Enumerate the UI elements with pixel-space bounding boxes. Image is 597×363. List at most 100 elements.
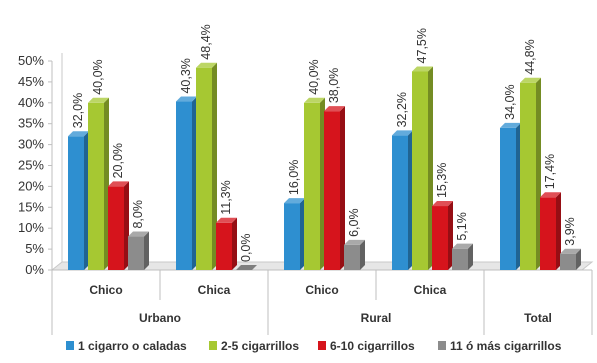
bar: [128, 231, 149, 270]
data-label: 38,0%: [327, 68, 341, 103]
bar-top: [540, 192, 561, 198]
legend-item: 2-5 cigarrillos: [209, 339, 299, 353]
bar-top: [432, 201, 453, 207]
data-label: 40,0%: [307, 59, 321, 94]
legend-item: 6-10 cigarrillos: [318, 339, 415, 353]
bar-top: [412, 66, 433, 72]
data-label: 5,1%: [455, 212, 469, 241]
bar: [196, 62, 217, 270]
bar-front: [432, 206, 448, 270]
bar-top: [88, 97, 109, 103]
y-tick-label: 0%: [25, 262, 44, 277]
bar-side: [468, 243, 473, 270]
bar-front: [520, 82, 536, 271]
data-label: 8,0%: [131, 200, 145, 229]
bar-top: [236, 265, 257, 270]
bar-side: [144, 231, 149, 270]
group-label: Urbano: [139, 311, 181, 325]
bar-top: [344, 239, 365, 245]
bar-front: [216, 222, 232, 270]
bar-side: [192, 96, 197, 271]
bar-side: [300, 198, 305, 270]
legend-item: 11 ó más cigarrillos: [438, 339, 562, 353]
bar-top: [128, 231, 149, 237]
bar: [392, 130, 413, 270]
bar-top: [304, 97, 325, 103]
bar: [540, 192, 561, 270]
y-tick-label: 50%: [18, 53, 44, 68]
y-tick-label: 30%: [18, 137, 44, 152]
data-label: 40,3%: [179, 58, 193, 93]
legend-swatch: [66, 341, 74, 350]
data-label: 32,0%: [71, 93, 85, 128]
legend-item: 1 cigarro o caladas: [66, 339, 187, 353]
y-tick-label: 5%: [25, 241, 44, 256]
bar-top: [68, 131, 89, 137]
bar-side: [124, 181, 129, 270]
legend-swatch: [438, 341, 446, 350]
bar: [412, 66, 433, 270]
bar: [284, 198, 305, 270]
bar-front: [68, 136, 84, 270]
bar-side: [232, 217, 237, 270]
y-tick-label: 25%: [18, 158, 44, 173]
bar-side: [576, 248, 581, 270]
bar-top: [560, 248, 581, 254]
group-label: Total: [524, 311, 552, 325]
bar-side: [516, 122, 521, 270]
bar: [500, 122, 521, 270]
bar-front: [344, 244, 360, 270]
bar-top: [452, 243, 473, 249]
bar: [324, 106, 345, 270]
bar-top: [392, 130, 413, 136]
bar-front: [284, 203, 300, 270]
bar-top: [520, 77, 541, 83]
data-label: 20,0%: [111, 143, 125, 178]
bar-side: [320, 97, 325, 270]
bar-front: [176, 101, 192, 271]
bar-side: [428, 66, 433, 270]
category-label: Chico: [305, 283, 338, 297]
bar-front: [540, 197, 556, 270]
bar-layer: [68, 62, 581, 271]
data-label: 47,5%: [415, 28, 429, 63]
legend: 1 cigarro o caladas 2-5 cigarrillos 6-10 c…: [66, 339, 562, 353]
bar: [68, 131, 89, 270]
bar: [108, 181, 129, 270]
bar-top: [108, 181, 129, 187]
bar-top: [324, 106, 345, 112]
data-label: 3,9%: [563, 217, 577, 246]
bar-front: [500, 127, 516, 270]
data-label: 16,0%: [287, 160, 301, 195]
bar-side: [408, 130, 413, 270]
bar: [216, 217, 237, 270]
bar-top: [196, 62, 217, 68]
y-tick-label: 10%: [18, 220, 44, 235]
legend-label: 11 ó más cigarrillos: [450, 339, 562, 353]
data-label: 6,0%: [347, 208, 361, 237]
legend-swatch: [209, 341, 217, 350]
bar-side: [104, 97, 109, 270]
y-tick-label: 40%: [18, 95, 44, 110]
bar-top: [284, 198, 305, 204]
bar: [304, 97, 325, 270]
bar: [176, 96, 197, 271]
bar: [344, 239, 365, 270]
data-label: 15,3%: [435, 163, 449, 198]
data-label: 40,0%: [91, 59, 105, 94]
y-tick-label: 20%: [18, 178, 44, 193]
bar-side: [340, 106, 345, 270]
legend-swatch: [318, 341, 326, 350]
bar-side: [448, 201, 453, 270]
bar-front: [196, 67, 212, 270]
data-label: 11,3%: [219, 180, 233, 215]
legend-label: 6-10 cigarrillos: [330, 339, 415, 353]
y-tick-label: 45%: [18, 74, 44, 89]
bar-side: [556, 192, 561, 270]
bar-front: [452, 248, 468, 270]
data-label: 0,0%: [239, 234, 253, 263]
bar: [452, 243, 473, 270]
bar-top: [176, 96, 197, 102]
